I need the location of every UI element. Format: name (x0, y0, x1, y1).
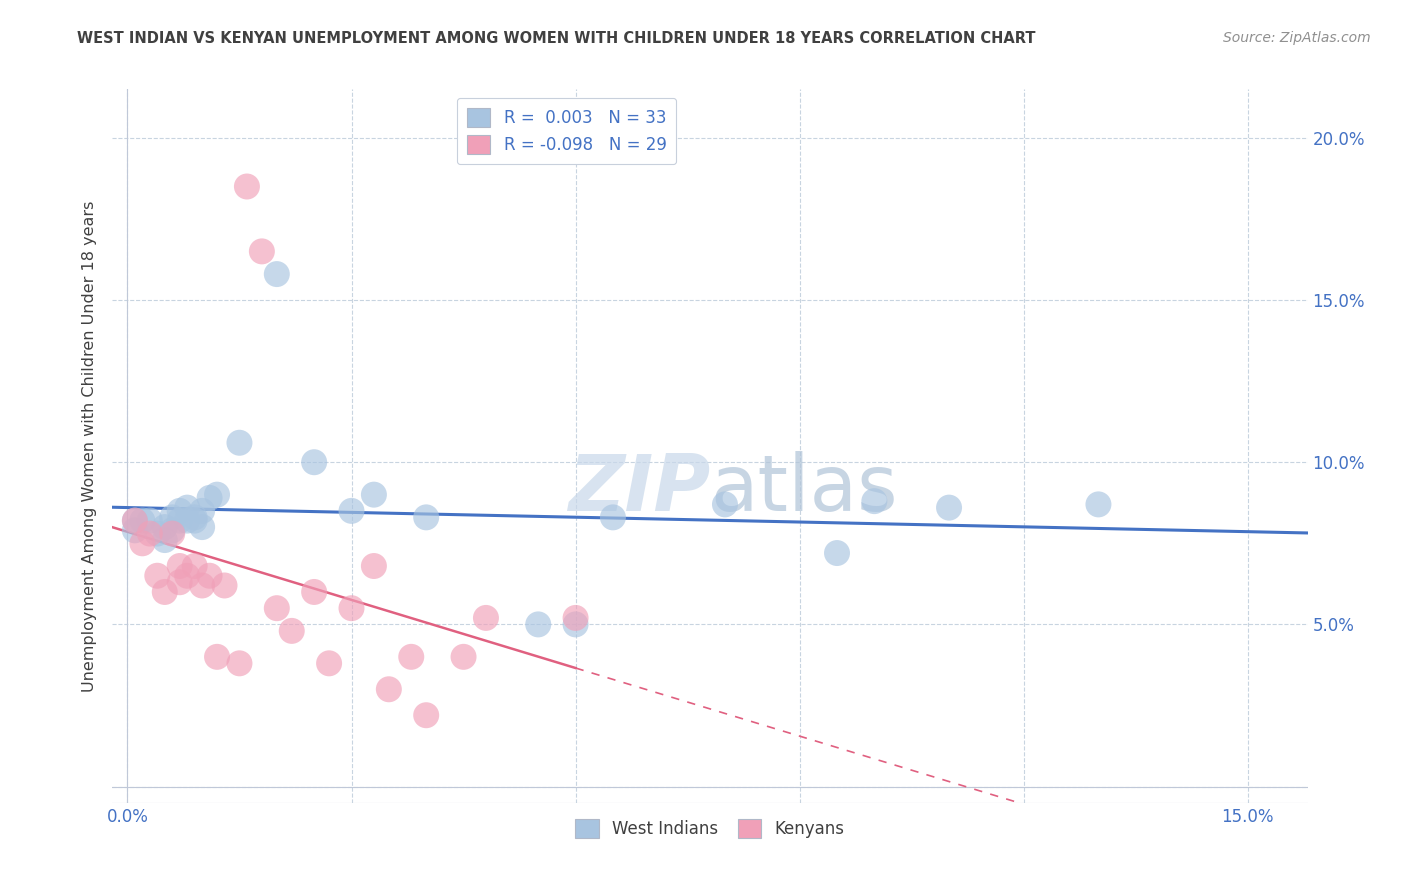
Point (938, 500, 960, 515)
Point (124, 514, 146, 528)
Point (527, 617, 550, 632)
Point (302, 585, 325, 599)
Point (863, 494, 886, 508)
Point (146, 526, 169, 541)
Point (475, 611, 498, 625)
Point (176, 514, 198, 528)
Point (153, 585, 176, 599)
Point (124, 524, 146, 538)
Point (340, 504, 363, 518)
Point (205, 649, 228, 664)
Point (162, 510, 183, 524)
Point (183, 559, 205, 574)
Point (146, 568, 169, 582)
Legend: West Indians, Kenyans: West Indians, Kenyans (568, 812, 852, 845)
Point (281, 624, 304, 638)
Point (169, 575, 191, 590)
Text: Source: ZipAtlas.com: Source: ZipAtlas.com (1223, 31, 1371, 45)
Point (176, 500, 198, 515)
Text: ZIP: ZIP (568, 450, 710, 527)
Point (340, 601, 363, 615)
Point (139, 514, 162, 528)
Point (318, 657, 340, 671)
Point (191, 578, 214, 592)
Point (124, 514, 146, 528)
Y-axis label: Unemployment Among Women with Children Under 18 years: Unemployment Among Women with Children U… (82, 201, 97, 691)
Point (162, 524, 183, 538)
Point (198, 568, 221, 582)
Point (183, 514, 205, 528)
Point (191, 504, 214, 518)
Point (302, 455, 325, 469)
Point (236, 179, 259, 194)
Point (363, 559, 385, 574)
Point (714, 497, 737, 511)
Point (153, 533, 176, 547)
Point (228, 657, 250, 671)
Point (205, 488, 228, 502)
Point (378, 682, 401, 697)
Point (131, 536, 153, 550)
Point (191, 520, 214, 534)
Point (250, 244, 273, 259)
Point (139, 526, 162, 541)
Point (169, 504, 191, 518)
Point (198, 491, 221, 505)
Point (176, 568, 198, 582)
Text: atlas: atlas (710, 450, 897, 527)
Point (228, 435, 250, 450)
Point (363, 488, 385, 502)
Point (153, 520, 176, 534)
Point (169, 559, 191, 574)
Point (415, 510, 437, 524)
Point (183, 510, 205, 524)
Point (266, 601, 288, 615)
Point (162, 526, 183, 541)
Point (564, 617, 586, 632)
Point (401, 649, 423, 664)
Point (564, 611, 586, 625)
Point (453, 649, 475, 664)
Point (415, 708, 437, 723)
Text: WEST INDIAN VS KENYAN UNEMPLOYMENT AMONG WOMEN WITH CHILDREN UNDER 18 YEARS CORR: WEST INDIAN VS KENYAN UNEMPLOYMENT AMONG… (77, 31, 1036, 46)
Point (214, 578, 236, 592)
Point (169, 514, 191, 528)
Point (1087, 497, 1109, 511)
Point (266, 267, 288, 281)
Point (131, 514, 153, 528)
Point (602, 510, 624, 524)
Point (825, 546, 848, 560)
